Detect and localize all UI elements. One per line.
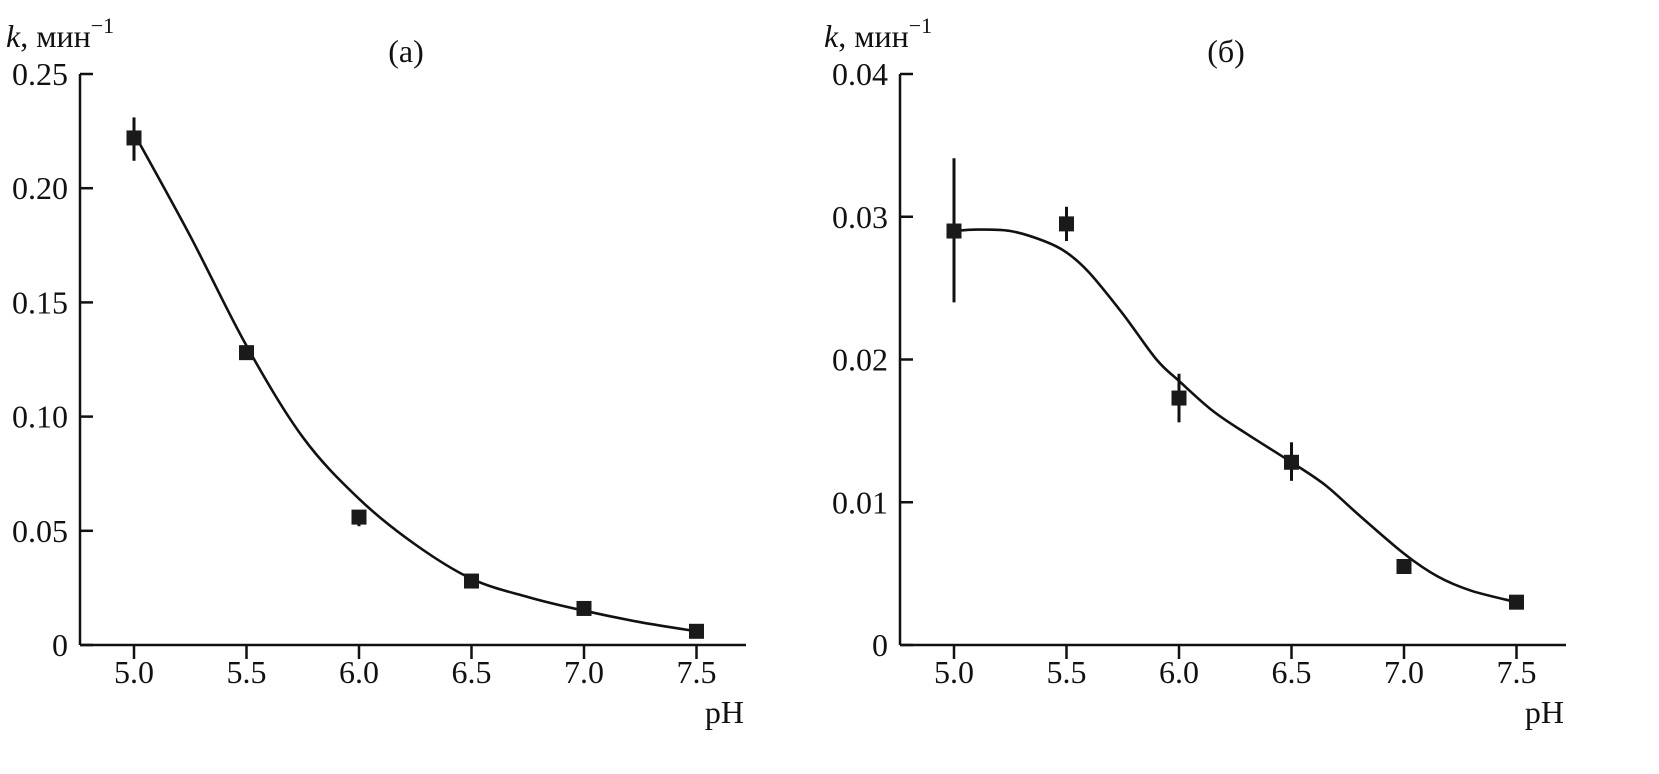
y-tick-label: 0.15	[12, 284, 68, 320]
data-point	[351, 509, 367, 525]
x-tick-label: 5.5	[227, 654, 267, 690]
y-axis-label-unit: , мин	[838, 18, 909, 54]
fit-curve	[132, 132, 697, 633]
y-tick-label: 0.10	[12, 399, 68, 435]
data-point	[576, 600, 592, 616]
x-tick-label: 7.5	[1497, 654, 1537, 690]
y-axis-label-unit: , мин	[20, 18, 91, 54]
x-axis-label: pH	[705, 694, 744, 730]
data-point	[689, 623, 704, 639]
data-point	[239, 345, 254, 361]
panel-label: (а)	[388, 33, 424, 69]
y-tick-label: 0.05	[12, 513, 68, 549]
fit-curve	[953, 228, 1517, 604]
data-point	[1284, 454, 1299, 470]
data-point	[1396, 558, 1412, 574]
y-tick-label: 0	[872, 627, 888, 663]
data-point	[1059, 216, 1074, 232]
x-tick-label: 6.5	[452, 654, 492, 690]
data-point	[1171, 390, 1187, 406]
panel-label: (б)	[1207, 33, 1245, 69]
x-tick-label: 6.5	[1272, 654, 1312, 690]
y-axis-label: k, мин−1	[6, 13, 114, 54]
data-point	[126, 130, 142, 146]
y-tick-label: 0.03	[832, 199, 888, 235]
x-tick-label: 7.5	[677, 654, 717, 690]
x-tick-label: 6.0	[339, 654, 379, 690]
data-point	[464, 573, 479, 589]
y-axis-label-symbol: k	[824, 18, 839, 54]
panel-b-chart: 0 0.01 0.02 0.03 0.04 5.0 5.5 6.0 6.5 7.0 7.5 pH k, …	[824, 13, 1566, 730]
data-point	[946, 223, 962, 239]
x-tick-label: 5.0	[934, 654, 974, 690]
y-axis-label-exponent: −1	[909, 13, 932, 38]
x-tick-label: 5.0	[114, 654, 154, 690]
y-tick-label: 0	[52, 627, 68, 663]
y-tick-label: 0.01	[832, 484, 888, 520]
x-tick-label: 6.0	[1159, 654, 1199, 690]
x-tick-label: 7.0	[1384, 654, 1424, 690]
y-axis-label: k, мин−1	[824, 13, 932, 54]
panel-a-chart: 0 0.05 0.10 0.15 0.20 0.25 5.0 5.5 6.0 6.5 7.0 7.5 p…	[6, 13, 746, 730]
y-axis-label-symbol: k	[6, 18, 21, 54]
x-axis-label: pH	[1525, 694, 1564, 730]
y-tick-label: 0.04	[832, 56, 888, 92]
y-axis-label-exponent: −1	[91, 13, 114, 38]
x-tick-label: 5.5	[1047, 654, 1087, 690]
y-tick-label: 0.20	[12, 170, 68, 206]
x-tick-label: 7.0	[564, 654, 604, 690]
y-tick-label: 0.25	[12, 56, 68, 92]
y-tick-label: 0.02	[832, 342, 888, 378]
data-point	[1509, 594, 1524, 610]
